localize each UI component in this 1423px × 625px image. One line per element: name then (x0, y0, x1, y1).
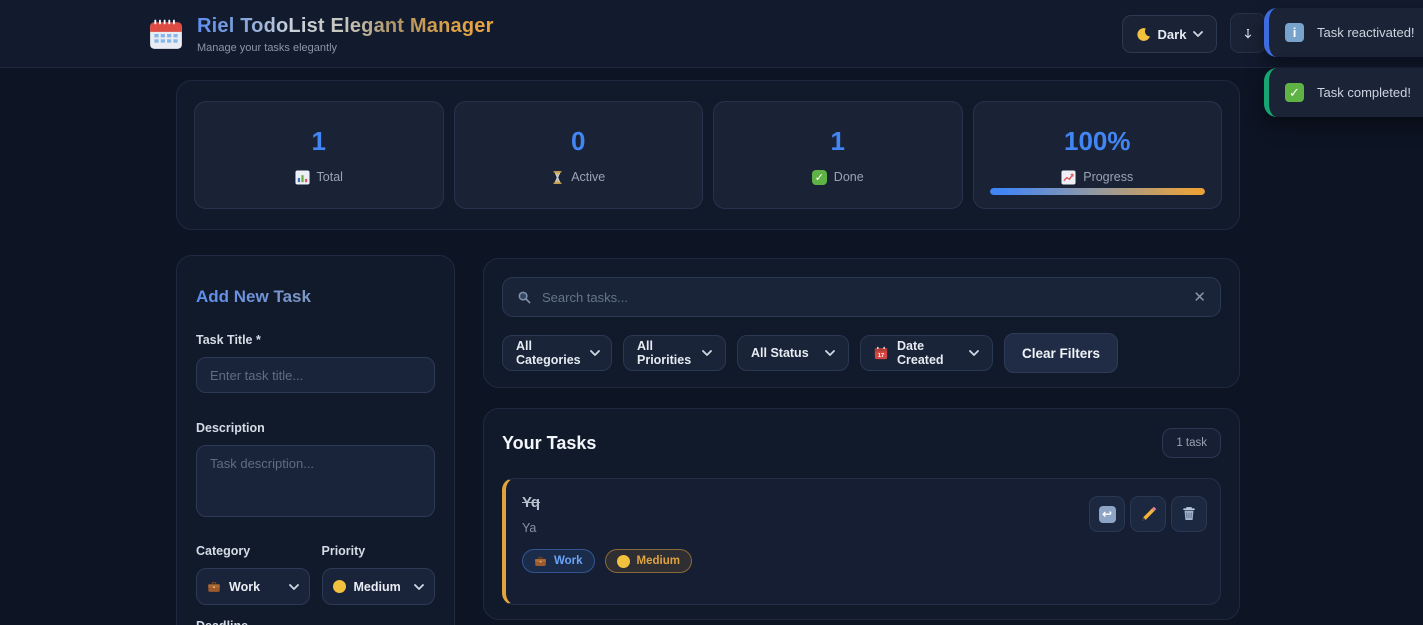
search-icon (517, 290, 532, 305)
task-title-input[interactable] (196, 357, 435, 393)
filter-value: All Status (751, 346, 809, 360)
page-title: Riel TodoList Elegant Manager (197, 14, 494, 37)
pencil-icon (1140, 506, 1157, 523)
search-box[interactable]: ✕ (502, 277, 1221, 317)
total-count: 1 (311, 125, 326, 156)
hourglass-icon (551, 170, 564, 185)
category-select[interactable]: Work (196, 568, 310, 605)
delete-task-button[interactable] (1171, 496, 1207, 532)
calendar-logo-icon (148, 16, 184, 52)
theme-select[interactable]: Dark (1122, 15, 1217, 53)
clear-filters-button[interactable]: Clear Filters (1004, 333, 1119, 373)
stat-label-text: Active (571, 170, 606, 184)
yellow-circle-icon (332, 580, 346, 593)
theme-select-value: Dark (1157, 26, 1187, 42)
chevron-down-icon (969, 350, 979, 356)
task-title-label: Task Title * (196, 333, 261, 347)
toast-message: Task completed! (1317, 85, 1411, 100)
stat-card-done: 1 ✓ Done (713, 101, 963, 209)
filter-priorities-select[interactable]: All Priorities (623, 335, 726, 371)
page-subtitle: Manage your tasks elegantly (197, 41, 338, 54)
add-task-panel: Add New Task Task Title * Description Ca… (176, 255, 455, 625)
clear-search-icon[interactable]: ✕ (1193, 288, 1206, 306)
filter-status-select[interactable]: All Status (737, 335, 849, 371)
form-title: Add New Task (196, 287, 435, 307)
done-count: 1 (830, 125, 845, 156)
calendar-icon: 17 (874, 346, 888, 360)
svg-text:17: 17 (878, 353, 884, 359)
progress-bar (989, 188, 1205, 195)
toast-task-reactivated[interactable]: i Task reactivated! (1264, 8, 1423, 57)
chevron-down-icon (589, 350, 600, 356)
tasks-panel: Your Tasks 1 task Yq Ya Work Medium ↩ (483, 408, 1240, 620)
edit-task-button[interactable] (1130, 496, 1166, 532)
info-icon: i (1285, 23, 1304, 42)
bar-chart-icon (295, 169, 310, 185)
restore-task-button[interactable]: ↩ (1089, 496, 1125, 532)
utility-button[interactable] (1230, 13, 1266, 53)
filter-sort-select[interactable]: 17 Date Created (860, 335, 993, 371)
category-label: Category (196, 544, 251, 558)
filter-categories-select[interactable]: All Categories (502, 335, 612, 371)
stat-card-progress: 100% Progress (972, 101, 1222, 209)
category-badge-text: Work (554, 555, 583, 567)
chevron-down-icon (702, 350, 712, 356)
search-input[interactable] (542, 289, 1184, 305)
priority-select-value: Medium (353, 579, 401, 594)
filter-value: Date Created (897, 339, 944, 367)
priority-badge-text: Medium (636, 555, 680, 567)
progress-percent: 100% (1064, 125, 1131, 156)
yellow-circle-icon (616, 554, 630, 568)
category-select-value: Work (229, 579, 261, 594)
trash-icon (1181, 506, 1197, 522)
task-card: Yq Ya Work Medium ↩ (502, 478, 1221, 605)
undo-icon: ↩ (1098, 505, 1116, 523)
stats-section: 1 Total 0 Active 1 ✓ Done 100% Pr (176, 80, 1240, 230)
task-count-badge: 1 task (1162, 428, 1221, 458)
chevron-down-icon (825, 350, 835, 356)
trident-icon (1241, 26, 1255, 41)
description-input[interactable] (196, 445, 435, 517)
check-icon: ✓ (811, 169, 827, 185)
check-icon: ✓ (1285, 83, 1304, 102)
stat-label-text: Progress (1083, 170, 1134, 184)
search-filter-panel: ✕ All Categories All Priorities All Stat… (483, 258, 1240, 388)
description-label: Description (196, 421, 265, 435)
stat-label-text: Done (833, 170, 864, 184)
active-count: 0 (571, 125, 586, 156)
stat-card-active: 0 Active (453, 101, 703, 209)
filter-value: All Categories (516, 339, 581, 367)
moon-icon (1136, 27, 1151, 42)
priority-select[interactable]: Medium (321, 568, 435, 605)
chevron-down-icon (414, 583, 424, 590)
filter-value: All Priorities (637, 339, 692, 367)
chevron-down-icon (288, 583, 299, 590)
task-description: Ya (522, 521, 537, 535)
chart-up-icon (1061, 169, 1076, 185)
briefcase-icon (207, 580, 221, 594)
toast-message: Task reactivated! (1317, 25, 1415, 40)
chevron-down-icon (1193, 31, 1204, 37)
briefcase-icon (534, 555, 547, 568)
priority-badge: Medium (604, 549, 692, 573)
priority-label: Priority (321, 544, 366, 558)
stat-card-total: 1 Total (194, 101, 444, 209)
tasks-section-title: Your Tasks (502, 432, 597, 453)
toast-task-completed[interactable]: ✓ Task completed! (1264, 68, 1423, 117)
category-badge: Work (522, 549, 595, 573)
app-header: Riel TodoList Elegant Manager Manage you… (0, 0, 1423, 68)
deadline-label: Deadline (196, 619, 435, 625)
task-title: Yq (522, 494, 541, 511)
stat-label-text: Total (316, 170, 343, 184)
